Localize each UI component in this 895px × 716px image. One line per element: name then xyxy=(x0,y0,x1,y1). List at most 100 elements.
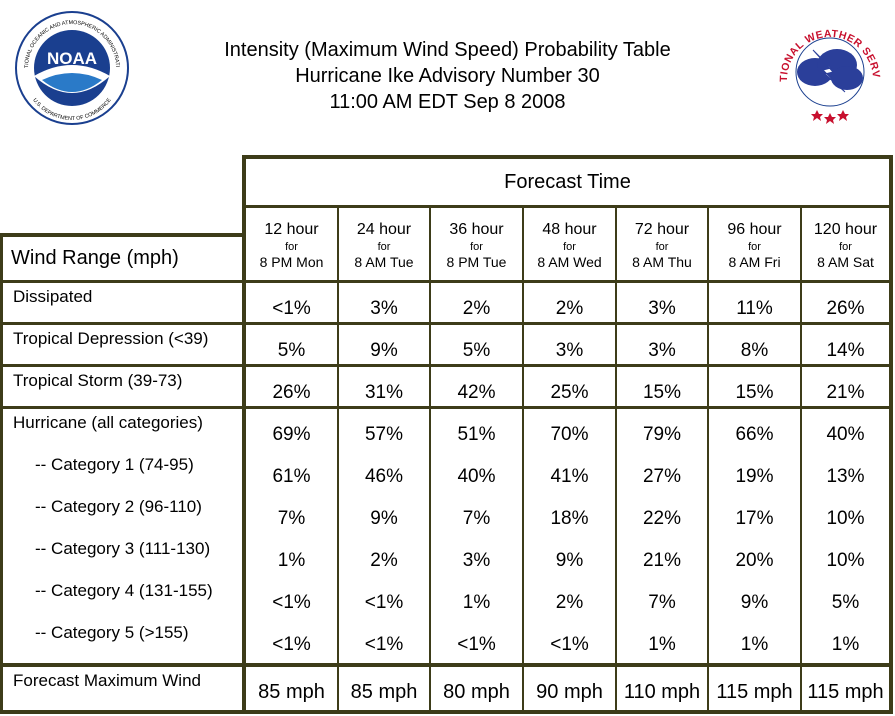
probability-cell: 57% xyxy=(364,424,404,445)
probability-cell: 3% xyxy=(370,298,398,319)
column-for: for xyxy=(655,241,669,253)
column-hour: 24 hour xyxy=(356,221,412,238)
probability-cell: 2% xyxy=(462,298,491,319)
column-for: for xyxy=(470,241,483,253)
column-header: 36 hour for 8 PM Tue xyxy=(431,208,522,280)
probability-cell: 14% xyxy=(826,340,865,361)
column-header: 48 hour for 8 AM Wed xyxy=(524,208,615,280)
nws-logo: NATIONAL WEATHER SERVICE xyxy=(771,1,885,126)
probability-cell: 19% xyxy=(735,466,774,487)
probability-cell: 46% xyxy=(364,466,404,487)
probability-cell: 1% xyxy=(740,634,769,655)
probability-cell: 22% xyxy=(642,508,682,529)
wind-range-header: Wind Range (mph) xyxy=(11,247,179,269)
max-wind-cell: 80 mph xyxy=(443,681,510,703)
column-header: 72 hour for 8 AM Thu xyxy=(617,208,707,280)
column-header: 12 hour for 8 PM Mon xyxy=(246,208,337,280)
column-header: 96 hour for 8 AM Fri xyxy=(709,208,800,280)
probability-cell: <1% xyxy=(272,592,311,613)
row-label: -- Category 2 (96-110) xyxy=(35,497,202,516)
column-when: 8 AM Sat xyxy=(817,254,874,270)
probability-cell: <1% xyxy=(364,634,404,655)
probability-cell: 61% xyxy=(272,466,311,487)
probability-cell: 5% xyxy=(462,340,491,361)
probability-cell: 3% xyxy=(462,550,491,571)
probability-cell: 1% xyxy=(277,550,306,571)
column-for: for xyxy=(285,241,298,253)
probability-cell: 9% xyxy=(370,508,398,529)
probability-cell: 3% xyxy=(555,340,584,361)
column-when: 8 PM Mon xyxy=(259,254,324,270)
probability-cell: 8% xyxy=(740,340,769,361)
probability-cell: 51% xyxy=(457,424,496,445)
probability-cell: 13% xyxy=(826,466,865,487)
column-for: for xyxy=(748,241,761,253)
max-wind-cell: 85 mph xyxy=(350,681,418,703)
column-when: 8 AM Fri xyxy=(728,254,781,270)
probability-cell: 66% xyxy=(735,424,774,445)
max-wind-cell: 115 mph xyxy=(807,681,884,703)
column-hour: 48 hour xyxy=(542,221,597,238)
probability-cell: 26% xyxy=(272,382,311,403)
max-wind-cell: 110 mph xyxy=(623,681,701,703)
page-title: Intensity (Maximum Wind Speed) Probabili… xyxy=(224,39,671,61)
column-hour: 96 hour xyxy=(727,221,782,238)
probability-cell: 15% xyxy=(642,382,682,403)
probability-cell: 1% xyxy=(831,634,860,655)
column-for: for xyxy=(563,241,576,253)
advisory-title: Hurricane Ike Advisory Number 30 xyxy=(295,65,600,87)
probability-cell: 31% xyxy=(364,382,404,403)
probability-cell: <1% xyxy=(364,592,404,613)
probability-cell: 9% xyxy=(555,550,584,571)
probability-cell: <1% xyxy=(457,634,496,655)
column-header: 120 hour for 8 AM Sat xyxy=(802,208,889,280)
probability-cell: 42% xyxy=(457,382,496,403)
column-header: 24 hour for 8 AM Tue xyxy=(339,208,429,280)
probability-cell: 40% xyxy=(826,424,865,445)
probability-cell: 70% xyxy=(550,424,589,445)
probability-cell: <1% xyxy=(550,634,589,655)
row-label: Tropical Storm (39-73) xyxy=(13,371,183,390)
column-hour: 12 hour xyxy=(264,221,319,238)
probability-cell: <1% xyxy=(272,298,311,319)
probability-cell: 10% xyxy=(826,508,865,529)
probability-cell: 1% xyxy=(462,592,491,613)
column-when: 8 AM Wed xyxy=(537,254,602,270)
column-hour: 36 hour xyxy=(449,221,504,238)
row-label: -- Category 5 (>155) xyxy=(35,623,189,642)
max-wind-cell: 115 mph xyxy=(716,681,793,703)
noaa-logo-text: NOAA xyxy=(47,49,97,68)
row-label: Hurricane (all categories) xyxy=(13,413,203,432)
advisory-time: 11:00 AM EDT Sep 8 2008 xyxy=(329,91,566,113)
probability-cell: 69% xyxy=(272,424,311,445)
row-label: -- Category 4 (131-155) xyxy=(35,581,213,600)
probability-cell: 11% xyxy=(736,298,773,319)
probability-cell: 9% xyxy=(370,340,398,361)
probability-cell: <1% xyxy=(272,634,311,655)
probability-cell: 3% xyxy=(648,340,676,361)
probability-cell: 41% xyxy=(550,466,589,487)
probability-cell: 7% xyxy=(648,592,676,613)
probability-cell: 20% xyxy=(735,550,774,571)
probability-cell: 9% xyxy=(740,592,769,613)
column-when: 8 AM Tue xyxy=(354,254,414,270)
probability-cell: 2% xyxy=(555,298,584,319)
column-for: for xyxy=(377,241,391,253)
row-label: Tropical Depression (<39) xyxy=(13,329,209,348)
row-label: -- Category 3 (111-130) xyxy=(35,539,211,558)
max-wind-cell: 90 mph xyxy=(536,681,603,703)
probability-cell: 25% xyxy=(550,382,589,403)
probability-cell: 2% xyxy=(555,592,584,613)
row-label: -- Category 1 (74-95) xyxy=(35,455,194,474)
forecast-max-wind-label: Forecast Maximum Wind xyxy=(13,671,201,690)
probability-cell: 3% xyxy=(648,298,676,319)
probability-cell: 40% xyxy=(457,466,496,487)
probability-cell: 79% xyxy=(642,424,682,445)
probability-cell: 2% xyxy=(370,550,398,571)
probability-cell: 21% xyxy=(642,550,682,571)
probability-cell: 18% xyxy=(550,508,589,529)
column-when: 8 AM Thu xyxy=(632,254,692,270)
probability-cell: 26% xyxy=(826,298,865,319)
probability-cell: 27% xyxy=(642,466,682,487)
probability-cell: 10% xyxy=(826,550,865,571)
